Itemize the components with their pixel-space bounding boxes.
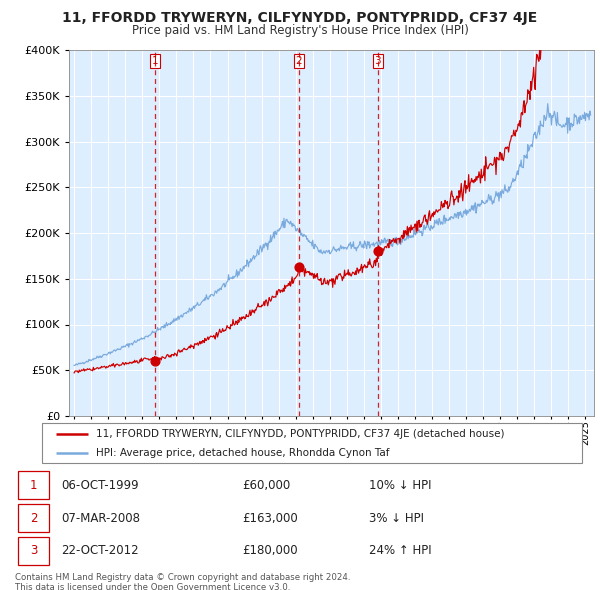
Text: 10% ↓ HPI: 10% ↓ HPI <box>369 479 431 492</box>
Point <box>373 247 382 256</box>
Text: 3: 3 <box>374 55 381 65</box>
Text: 1: 1 <box>30 479 37 492</box>
Text: HPI: Average price, detached house, Rhondda Cynon Taf: HPI: Average price, detached house, Rhon… <box>96 448 389 458</box>
Text: 24% ↑ HPI: 24% ↑ HPI <box>369 544 432 557</box>
FancyBboxPatch shape <box>18 537 49 565</box>
Text: 3% ↓ HPI: 3% ↓ HPI <box>369 512 424 525</box>
Text: Price paid vs. HM Land Registry's House Price Index (HPI): Price paid vs. HM Land Registry's House … <box>131 24 469 37</box>
FancyBboxPatch shape <box>42 423 582 463</box>
Text: 2: 2 <box>30 512 37 525</box>
Text: 06-OCT-1999: 06-OCT-1999 <box>61 479 139 492</box>
Text: 1: 1 <box>152 55 158 65</box>
Text: 11, FFORDD TRYWERYN, CILFYNYDD, PONTYPRIDD, CF37 4JE (detached house): 11, FFORDD TRYWERYN, CILFYNYDD, PONTYPRI… <box>96 429 505 439</box>
Text: 07-MAR-2008: 07-MAR-2008 <box>61 512 140 525</box>
Text: 22-OCT-2012: 22-OCT-2012 <box>61 544 139 557</box>
Text: £163,000: £163,000 <box>242 512 298 525</box>
Point <box>294 262 304 271</box>
Text: £180,000: £180,000 <box>242 544 298 557</box>
Text: Contains HM Land Registry data © Crown copyright and database right 2024.: Contains HM Land Registry data © Crown c… <box>15 573 350 582</box>
FancyBboxPatch shape <box>18 471 49 499</box>
Text: 2: 2 <box>295 55 302 65</box>
Point <box>151 356 160 366</box>
Text: 11, FFORDD TRYWERYN, CILFYNYDD, PONTYPRIDD, CF37 4JE: 11, FFORDD TRYWERYN, CILFYNYDD, PONTYPRI… <box>62 11 538 25</box>
FancyBboxPatch shape <box>18 504 49 532</box>
Text: £60,000: £60,000 <box>242 479 290 492</box>
Text: This data is licensed under the Open Government Licence v3.0.: This data is licensed under the Open Gov… <box>15 583 290 590</box>
Text: 3: 3 <box>30 544 37 557</box>
